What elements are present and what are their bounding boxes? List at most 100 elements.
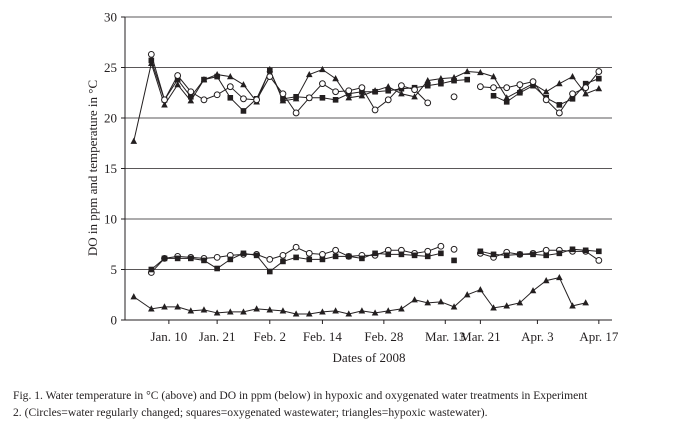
y-tick-label: 25 [104,60,117,75]
data-point-triangle [463,291,471,298]
series-line [480,248,599,256]
data-point-triangle [398,305,405,312]
data-point-square [332,253,339,260]
data-point-square [556,102,563,108]
data-point-triangle [463,67,471,75]
data-point-triangle [174,81,181,88]
data-point-circle [490,84,497,92]
x-tick-label: Feb. 28 [364,329,403,344]
data-point-triangle [371,309,379,316]
data-point-circle [542,96,550,104]
data-point-square [359,88,365,95]
data-point-triangle [174,303,181,310]
data-point-square [569,96,576,102]
series-temperature-circle [147,50,432,117]
data-point-triangle [226,72,234,80]
data-point-square [530,251,536,258]
data-point-triangle [200,306,208,313]
data-point-circle [161,96,168,104]
data-point-square [253,252,260,259]
data-point-circle [503,84,511,92]
data-point-square [464,76,471,83]
data-point-square [227,95,234,101]
data-point-square [319,95,326,101]
data-point-triangle [582,90,589,97]
data-point-triangle [556,80,563,87]
data-point-triangle [253,305,260,312]
gridlines [125,16,612,270]
data-point-triangle [213,309,221,316]
x-tick-label: Feb. 2 [254,329,287,344]
data-point-triangle [477,286,484,293]
data-point-circle [266,73,274,80]
data-point-triangle [345,94,353,101]
data-point-triangle [411,93,418,100]
data-point-triangle [437,75,445,82]
data-point-circle [555,109,563,117]
data-point-triangle [424,299,432,306]
data-point-circle [213,253,221,261]
tick-labels: 0 5 10 15 20 25 30 Jan. 10 Jan. 21 Feb. 2 Feb. 14 F… [104,10,619,345]
data-point-square [174,76,181,83]
y-tick-label: 0 [111,313,118,328]
data-point-circle [411,86,418,94]
data-point-square [503,252,510,259]
series-do-square [477,246,602,259]
data-point-triangle [529,287,537,294]
data-point-triangle [424,77,432,84]
data-point-circle [398,82,405,90]
data-point-triangle [148,305,155,312]
series-line [150,60,468,112]
data-point-square [240,108,247,114]
data-point-square [503,99,510,105]
series-line [133,277,586,315]
data-point-square [280,258,286,265]
data-point-square [161,255,168,262]
axes [121,16,612,324]
data-point-square [201,257,207,264]
data-point-circle [582,84,590,92]
series-line [480,249,600,261]
data-point-triangle [542,88,550,95]
series-layer [130,50,603,317]
data-point-square [517,89,523,96]
y-tick-label: 20 [104,111,117,126]
series-line [480,71,600,114]
series-do-square [148,250,444,275]
series-line [150,54,429,114]
data-point-square [582,80,589,87]
data-point-circle [595,257,603,264]
data-point-circle [305,249,313,257]
data-point-triangle [332,75,339,82]
data-point-circle [266,256,274,263]
data-point-square [424,82,431,89]
data-point-circle [371,106,379,114]
data-point-circle [292,243,300,251]
data-point-triangle [240,308,247,315]
data-point-circle [174,72,182,79]
x-tick-label: Apr. 3 [521,329,554,344]
data-point-triangle [292,310,300,317]
caption-line-2: 2. (Circles=water regularly changed; squ… [13,406,488,419]
data-point-triangle [130,137,138,144]
y-tick-label: 10 [104,212,117,227]
data-point-triangle [305,310,313,317]
data-point-circle [332,246,339,254]
data-point-circle [332,88,339,96]
data-point-circle [595,68,603,75]
x-tick-label: Feb. 14 [303,329,343,344]
data-point-triangle [411,296,418,303]
data-point-circle [450,245,458,253]
data-point-square [227,256,234,263]
data-point-triangle [490,72,497,80]
data-point-square [543,252,549,259]
data-point-triangle [477,68,484,76]
data-point-circle [240,95,247,103]
data-point-circle [213,91,221,99]
data-point-square [319,256,326,263]
data-point-circle [279,251,287,259]
data-point-square [372,250,378,257]
data-point-circle [305,94,313,102]
data-point-triangle [130,293,138,300]
data-point-square [359,255,365,262]
